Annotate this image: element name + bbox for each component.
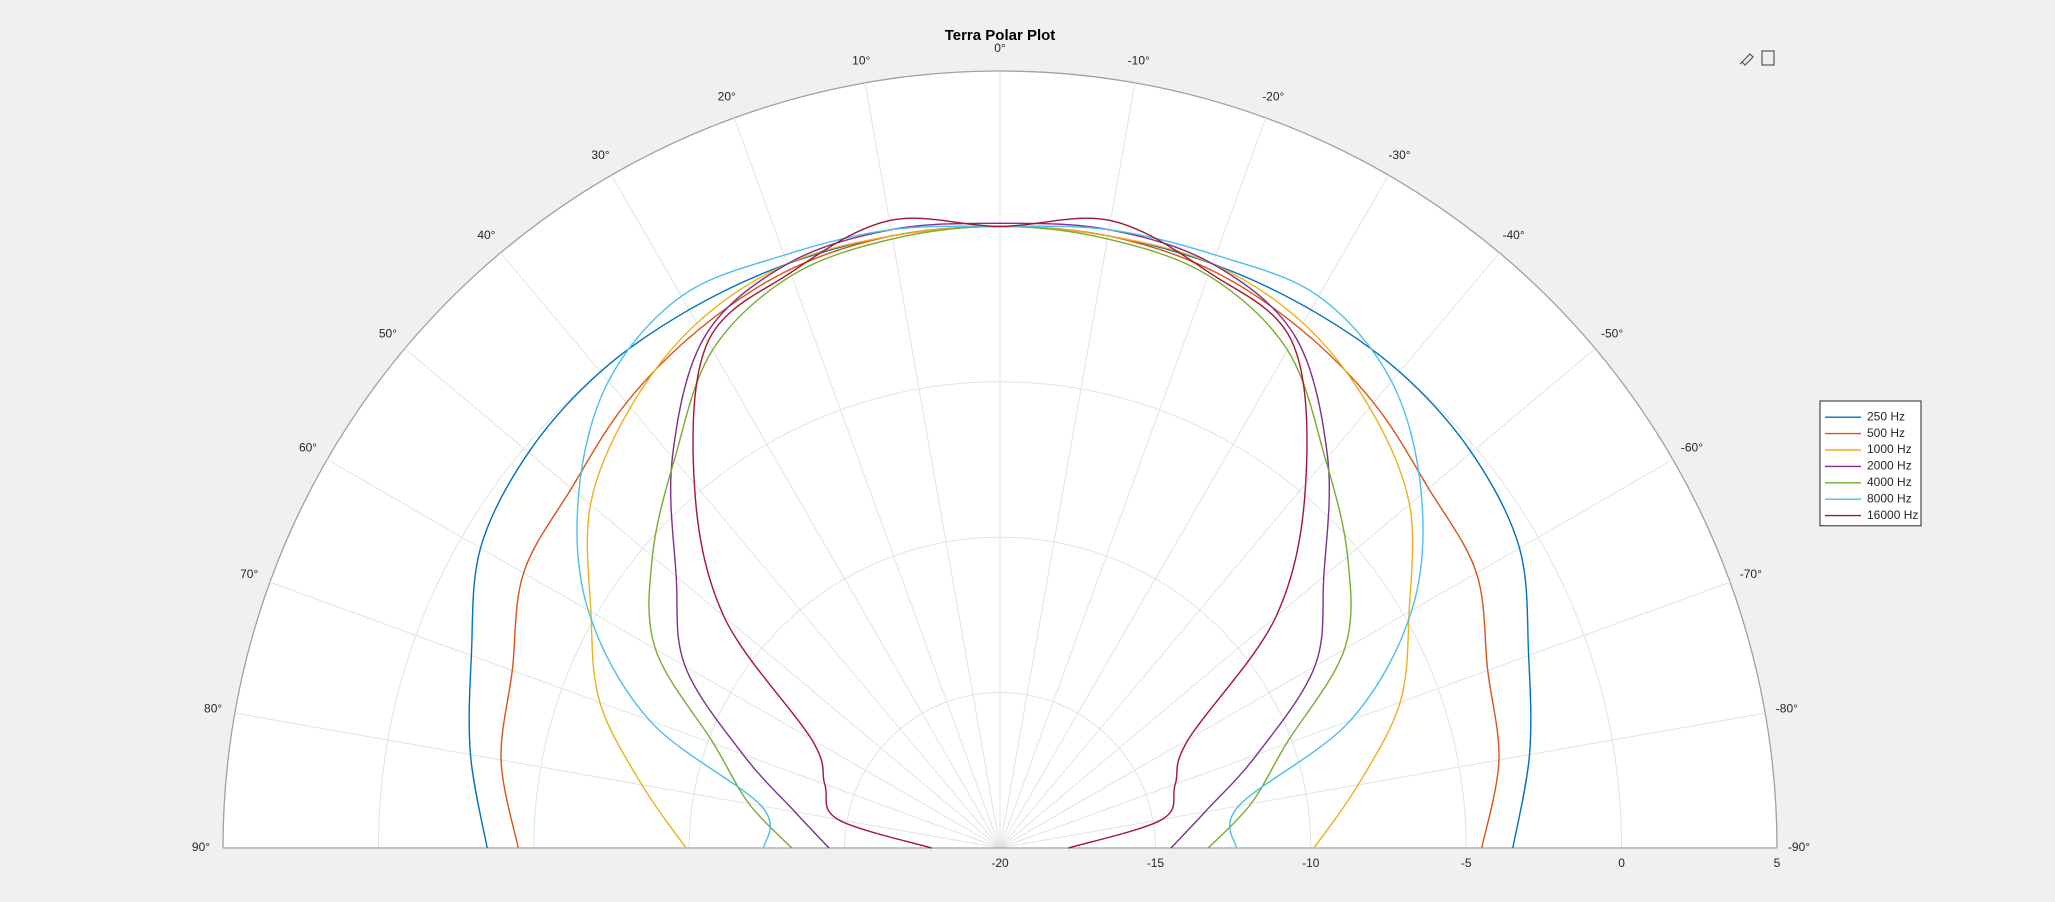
theta-tick-label: -10° <box>1128 53 1150 67</box>
legend-label: 8000 Hz <box>1867 491 1912 505</box>
r-tick-label: 5 <box>1774 856 1781 870</box>
r-tick-label: 0 <box>1618 856 1625 870</box>
theta-tick-label: 40° <box>477 228 495 242</box>
theta-grid-line <box>999 459 1674 849</box>
theta-grid-line <box>999 174 1389 849</box>
theta-grid-line <box>234 712 1001 849</box>
series-line <box>669 222 1331 849</box>
series-line <box>692 217 1308 849</box>
legend-label: 4000 Hz <box>1867 475 1912 489</box>
legend-label: 16000 Hz <box>1867 508 1918 522</box>
theta-tick-label: -60° <box>1681 441 1703 455</box>
theta-tick-label: 10° <box>852 53 870 67</box>
theta-grid-line <box>999 82 1136 849</box>
theta-grid-line <box>999 348 1596 849</box>
r-tick-label: -5 <box>1461 856 1472 870</box>
legend-label: 2000 Hz <box>1867 459 1912 473</box>
theta-tick-label: -20° <box>1262 89 1284 103</box>
theta-grid-line <box>864 82 1001 849</box>
theta-tick-label: -50° <box>1601 327 1623 341</box>
theta-tick-label: 50° <box>379 327 397 341</box>
theta-grid-line <box>269 581 1001 849</box>
chart-title: Terra Polar Plot <box>945 27 1056 44</box>
legend-box <box>1819 400 1922 527</box>
theta-grid-line <box>611 174 1001 849</box>
legend-label: 250 Hz <box>1867 409 1905 423</box>
theta-grid-line <box>999 252 1500 849</box>
legend: 250 Hz 500 Hz 1000 Hz 2000 Hz 4000 Hz 8000 Hz… <box>1819 400 1922 527</box>
theta-grid-line <box>404 348 1001 849</box>
theta-grid-line <box>326 459 1001 849</box>
theta-grid-line <box>999 712 1766 849</box>
theta-tick-label: 60° <box>299 441 317 455</box>
theta-tick-label: 70° <box>240 567 258 581</box>
theta-grid-line <box>999 117 1267 849</box>
axes-toolbar[interactable] <box>1739 50 1775 66</box>
r-tick-label: -10 <box>1302 856 1320 870</box>
theta-tick-label: 90° <box>192 840 210 854</box>
legend-label: 500 Hz <box>1867 426 1905 440</box>
legend-icon[interactable] <box>1761 50 1775 66</box>
legend-label: 1000 Hz <box>1867 442 1912 456</box>
theta-tick-label: -40° <box>1503 228 1525 242</box>
theta-tick-label: -70° <box>1740 567 1762 581</box>
theta-tick-label: 20° <box>718 89 736 103</box>
theta-grid-line <box>500 252 1001 849</box>
brush-icon[interactable] <box>1739 53 1754 66</box>
theta-tick-label: 30° <box>591 148 609 162</box>
r-tick-label: -15 <box>1147 856 1165 870</box>
theta-grid-line <box>733 117 1001 849</box>
theta-tick-label: -80° <box>1776 701 1798 715</box>
r-tick-label: -20 <box>991 856 1009 870</box>
theta-tick-label: -30° <box>1388 148 1410 162</box>
theta-tick-label: -90° <box>1788 840 1810 854</box>
theta-grid-line <box>999 581 1731 849</box>
theta-tick-label: 80° <box>204 701 222 715</box>
theta-tick-label: 0° <box>994 41 1006 55</box>
